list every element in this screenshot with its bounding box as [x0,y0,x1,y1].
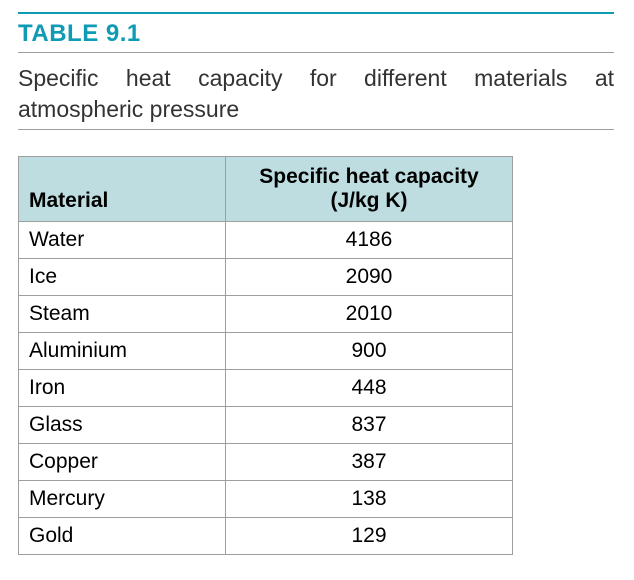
table-row: Gold129 [19,518,513,555]
label-rule [18,52,614,53]
col-header-value: Specific heat capacity (J/kg K) [226,157,512,222]
cell-material: Gold [19,518,226,555]
table-header-row: Material Specific heat capacity (J/kg K) [19,157,513,222]
table-row: Copper387 [19,444,513,481]
cell-value: 387 [226,444,512,481]
cell-value: 2010 [226,296,512,333]
cell-value: 448 [226,370,512,407]
caption-rule [18,129,614,130]
cell-value: 2090 [226,259,512,296]
cell-material: Iron [19,370,226,407]
table-caption: Specific heat capacity for different mat… [18,63,614,125]
table-row: Iron448 [19,370,513,407]
table-row: Steam2010 [19,296,513,333]
cell-material: Glass [19,407,226,444]
table-label: TABLE 9.1 [18,20,614,48]
col-header-material: Material [19,157,226,222]
cell-value: 138 [226,481,512,518]
cell-material: Copper [19,444,226,481]
cell-value: 4186 [226,222,512,259]
cell-value: 900 [226,333,512,370]
table-body: Water4186Ice2090Steam2010Aluminium900Iro… [19,222,513,555]
cell-material: Aluminium [19,333,226,370]
top-rule [18,12,614,14]
table-row: Mercury138 [19,481,513,518]
table-row: Glass837 [19,407,513,444]
cell-material: Ice [19,259,226,296]
col-header-value-line2: (J/kg K) [330,189,407,212]
cell-material: Mercury [19,481,226,518]
table-row: Aluminium900 [19,333,513,370]
col-header-value-line1: Specific heat capacity [259,165,478,188]
cell-value: 837 [226,407,512,444]
cell-material: Water [19,222,226,259]
table-row: Water4186 [19,222,513,259]
table-row: Ice2090 [19,259,513,296]
cell-value: 129 [226,518,512,555]
cell-material: Steam [19,296,226,333]
data-table: Material Specific heat capacity (J/kg K)… [18,156,513,555]
